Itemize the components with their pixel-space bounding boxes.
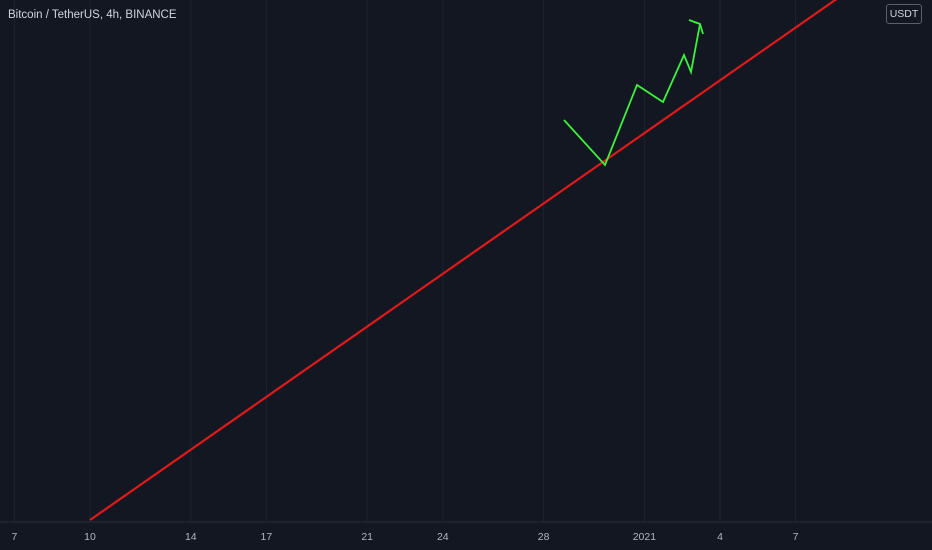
grid bbox=[13, 0, 797, 522]
x-tick-label: 7 bbox=[793, 531, 799, 543]
x-tick-label: 2021 bbox=[633, 531, 657, 543]
x-tick-label: 24 bbox=[437, 531, 449, 543]
projection-path bbox=[563, 23, 701, 167]
chart-title: Bitcoin / TetherUS, 4h, BINANCE bbox=[8, 9, 177, 21]
currency-selector[interactable]: USDT bbox=[886, 4, 922, 24]
x-tick-label: 21 bbox=[361, 531, 373, 543]
x-tick-label: 17 bbox=[261, 531, 273, 543]
x-tick-label: 28 bbox=[538, 531, 550, 543]
x-tick-label: 10 bbox=[84, 531, 96, 543]
projection-arrow bbox=[688, 19, 704, 35]
x-tick-label: 7 bbox=[11, 531, 17, 543]
x-tick-label: 14 bbox=[185, 531, 197, 543]
overlays bbox=[89, 0, 838, 521]
trendline bbox=[89, 0, 838, 521]
x-tick-label: 4 bbox=[717, 531, 723, 543]
